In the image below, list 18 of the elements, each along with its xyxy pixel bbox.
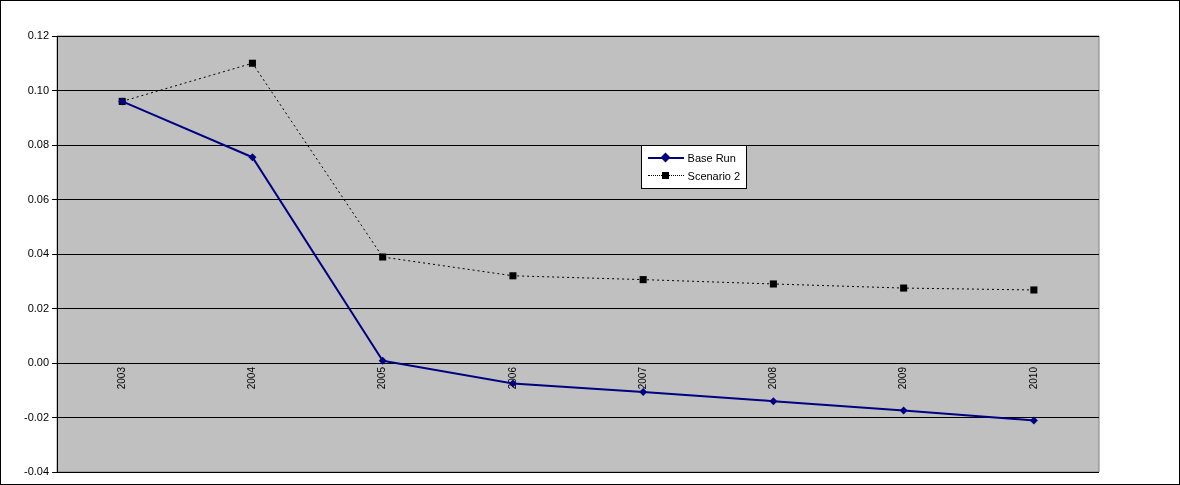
x-tick-label: 2007 [636, 366, 648, 390]
y-tick-label: 0.08 [27, 138, 50, 151]
y-tick-label: 0.02 [27, 301, 50, 314]
x-tick-label: 2010 [1027, 366, 1039, 390]
x-tick-label: 2008 [767, 366, 779, 390]
y-tick-label: 0.00 [27, 356, 50, 369]
y-tick-label: 0.12 [27, 29, 50, 42]
legend-label: Base Run [687, 152, 736, 164]
y-tick-label: 0.04 [27, 247, 50, 260]
y-tick-label: -0.02 [23, 410, 50, 423]
y-tick-label: 0.06 [27, 192, 50, 205]
legend-label: Scenario 2 [687, 170, 741, 182]
x-tick-label: 2005 [376, 366, 388, 390]
x-tick-label: 2009 [897, 366, 909, 390]
y-tick-label: 0.10 [27, 83, 50, 96]
x-tick-label: 2003 [115, 366, 127, 390]
y-tick-label: -0.04 [23, 465, 50, 478]
x-tick-label: 2004 [246, 366, 258, 390]
